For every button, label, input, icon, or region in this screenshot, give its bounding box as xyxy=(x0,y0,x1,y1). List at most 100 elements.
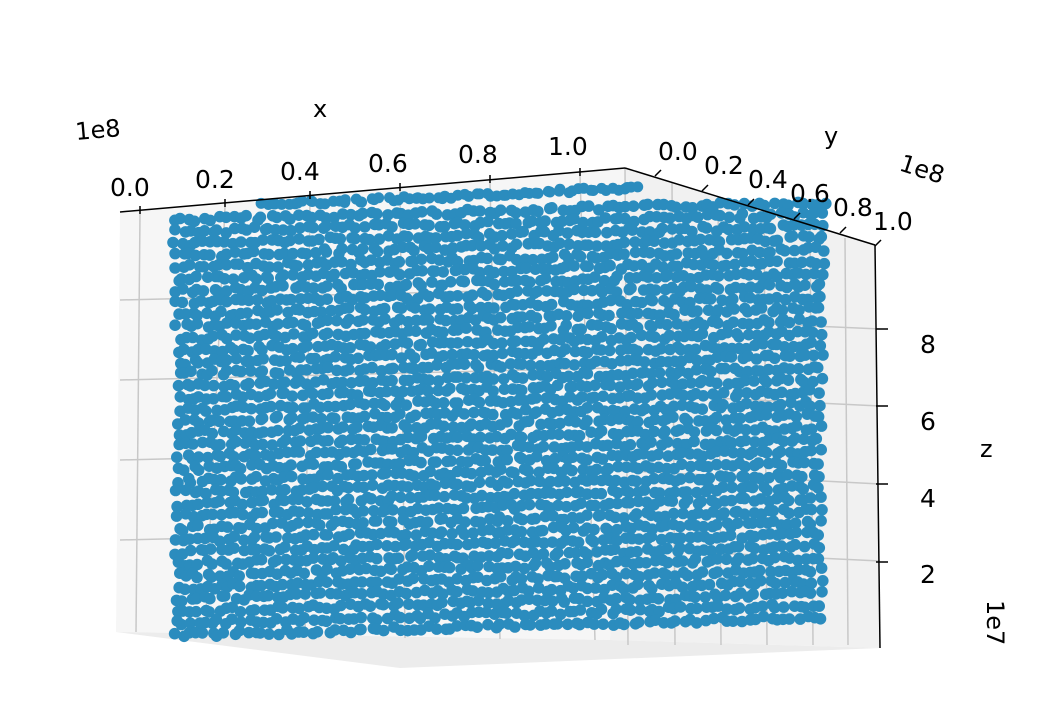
scatter-point xyxy=(408,352,421,364)
scatter-point xyxy=(595,344,607,356)
scatter-point xyxy=(771,255,783,268)
scatter-point xyxy=(738,508,751,520)
scatter-point xyxy=(803,231,815,243)
scatter-point xyxy=(307,221,319,234)
scatter-point xyxy=(444,382,456,395)
scatter-point xyxy=(559,475,571,488)
scatter-point xyxy=(589,379,601,392)
scatter-point xyxy=(440,314,452,327)
scatter-point xyxy=(733,552,745,564)
scatter-point xyxy=(638,484,651,496)
scatter-point xyxy=(816,586,828,598)
scatter-point xyxy=(714,209,726,222)
scatter-point xyxy=(631,378,644,390)
scatter-point xyxy=(500,607,513,619)
scatter-point xyxy=(180,484,192,497)
scatter-point xyxy=(204,249,216,261)
scatter-point xyxy=(560,500,573,513)
scatter-point xyxy=(200,343,212,356)
scatter-point xyxy=(814,290,826,303)
scatter-point xyxy=(285,459,297,471)
scatter-point xyxy=(486,444,499,456)
scatter-point xyxy=(566,464,578,477)
scatter-point xyxy=(652,448,664,461)
scatter-point xyxy=(451,620,463,632)
scatter-point xyxy=(256,506,269,519)
scatter-point xyxy=(624,594,636,606)
scatter-point xyxy=(813,542,826,554)
scatter-point xyxy=(277,269,290,281)
scatter-point xyxy=(299,319,312,332)
scatter-point xyxy=(410,325,422,338)
scatter-point xyxy=(436,596,448,609)
scatter-point xyxy=(214,450,227,463)
scatter-point xyxy=(402,481,414,493)
scatter-point xyxy=(674,542,686,554)
scatter-point xyxy=(416,265,429,277)
scatter-point xyxy=(409,302,421,314)
scatter-point xyxy=(764,222,777,235)
scatter-point xyxy=(355,623,367,636)
scatter-point xyxy=(329,624,341,636)
scatter-point xyxy=(415,456,427,469)
scatter-point xyxy=(422,385,435,397)
scatter-point xyxy=(415,338,428,351)
scatter-point xyxy=(583,200,595,212)
y-multiplier-label: 1e8 xyxy=(896,149,948,190)
scatter-point xyxy=(468,406,480,419)
scatter-point xyxy=(569,345,582,358)
scatter-point xyxy=(664,212,676,224)
scatter-point xyxy=(191,309,203,322)
scatter-point xyxy=(458,408,471,420)
scatter-point xyxy=(753,472,765,485)
scatter-point xyxy=(561,227,574,239)
scatter-point xyxy=(520,262,532,275)
scatter-point xyxy=(393,255,406,268)
scatter-point xyxy=(734,412,747,425)
scatter-point xyxy=(581,454,593,466)
scatter-point xyxy=(198,225,211,237)
scatter-point xyxy=(712,600,724,612)
scatter-point xyxy=(690,617,703,629)
scatter-point xyxy=(386,422,398,434)
scatter-point xyxy=(760,376,773,388)
scatter-point xyxy=(381,540,393,552)
scatter-point xyxy=(263,248,275,261)
scatter-point xyxy=(736,207,749,220)
scatter-point xyxy=(688,435,700,448)
scatter-point xyxy=(213,495,226,508)
scatter-point xyxy=(431,359,443,371)
scatter-point xyxy=(612,460,624,473)
scatter-point xyxy=(569,416,582,428)
scatter-point xyxy=(588,618,600,630)
scatter-point xyxy=(625,282,637,294)
scatter-point xyxy=(554,608,567,621)
scatter-point xyxy=(558,596,570,608)
scatter-point xyxy=(734,575,746,588)
scatter-point xyxy=(527,253,539,266)
scatter-point xyxy=(187,438,199,450)
scatter-point xyxy=(784,350,796,363)
scatter-point xyxy=(432,502,445,514)
scatter-point xyxy=(171,451,183,464)
scatter-point xyxy=(567,521,580,534)
scatter-point xyxy=(409,409,422,422)
scatter-point xyxy=(701,208,714,221)
scatter-point xyxy=(192,498,204,511)
scatter-point xyxy=(559,357,571,370)
scatter-point xyxy=(429,612,441,624)
scatter-point xyxy=(451,337,464,349)
scatter-point xyxy=(285,224,297,237)
scatter-point xyxy=(474,205,486,217)
scatter-point xyxy=(290,588,303,600)
scatter-point xyxy=(710,458,723,471)
scatter-point xyxy=(545,583,558,596)
scatter-point xyxy=(508,467,520,479)
scatter-point xyxy=(220,295,233,308)
scatter-point xyxy=(763,279,776,291)
scatter-point xyxy=(301,340,314,352)
scatter-point xyxy=(641,198,654,211)
scatter-point xyxy=(271,410,284,423)
scatter-point xyxy=(602,462,615,475)
scatter-point xyxy=(271,554,283,566)
